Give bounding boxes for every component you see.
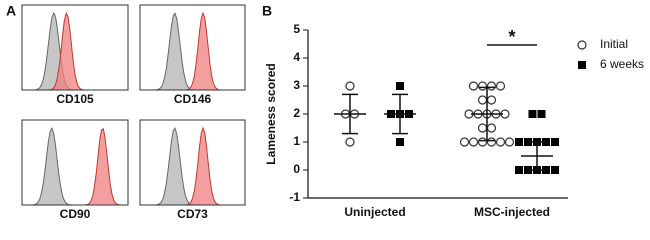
legend-label: Initial	[600, 37, 628, 51]
histogram-marker	[22, 127, 128, 206]
histogram-frame	[139, 4, 246, 91]
histogram-marker	[140, 126, 245, 206]
histogram-label: CD146	[174, 92, 212, 106]
point	[345, 137, 355, 147]
point	[477, 81, 488, 91]
histogram-control	[140, 127, 245, 206]
point	[537, 110, 546, 118]
y-tick-label: 5	[293, 22, 300, 36]
histogram-label: CD90	[60, 207, 91, 221]
histogram-label: CD73	[177, 207, 208, 221]
x-tick-label: Uninjected	[344, 205, 405, 219]
point	[486, 81, 497, 91]
y-tick-label: 1	[293, 134, 300, 148]
x-tick-label: MSC-injected	[474, 205, 550, 219]
point	[504, 137, 515, 147]
panel-label: A	[6, 3, 16, 19]
point	[486, 95, 497, 105]
histogram-control	[140, 12, 245, 91]
y-tick-label: 2	[293, 106, 300, 120]
point	[486, 123, 497, 133]
point	[542, 138, 550, 146]
legend-marker	[578, 61, 586, 69]
point	[477, 95, 488, 105]
point	[345, 81, 355, 91]
histogram-frame	[139, 119, 246, 206]
y-tick-label: -1	[289, 190, 300, 204]
point	[396, 82, 404, 90]
point	[495, 81, 506, 91]
histogram-marker	[22, 11, 128, 91]
point	[468, 137, 479, 147]
point	[542, 166, 550, 174]
histogram-frame	[21, 119, 129, 206]
point	[551, 138, 559, 146]
point	[486, 137, 497, 147]
significance-star: *	[508, 27, 515, 47]
point	[528, 110, 537, 118]
point	[551, 166, 559, 174]
legend-marker	[577, 40, 587, 50]
point	[477, 123, 488, 133]
panel-label: B	[262, 3, 272, 19]
y-tick-label: 4	[293, 50, 300, 64]
y-tick-label: 0	[293, 162, 300, 176]
y-axis-label: Lameness scored	[264, 63, 278, 164]
legend-label: 6 weeks	[600, 57, 644, 71]
point	[396, 138, 404, 146]
point	[468, 81, 479, 91]
y-tick-label: 3	[293, 78, 300, 92]
point	[459, 137, 470, 147]
point	[477, 137, 488, 147]
point	[515, 138, 523, 146]
histogram-label: CD105	[56, 92, 94, 106]
point	[524, 166, 532, 174]
histogram-frame	[21, 4, 129, 91]
histogram-marker	[140, 11, 245, 91]
point	[524, 138, 532, 146]
point	[495, 137, 506, 147]
point	[515, 166, 523, 174]
